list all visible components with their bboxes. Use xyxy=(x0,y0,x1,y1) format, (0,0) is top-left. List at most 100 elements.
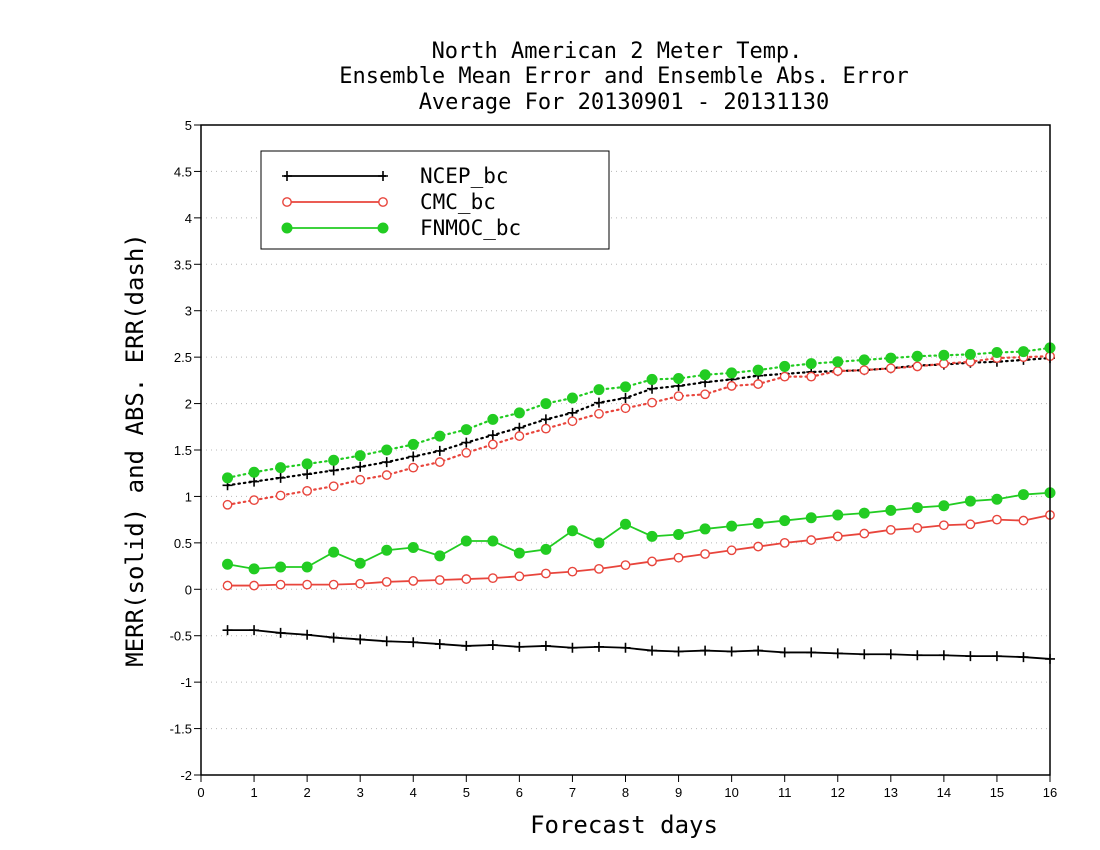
fnmoc-bc-abs-error-point-1 xyxy=(248,466,260,478)
ncep-bc-mean-error-point-9 xyxy=(461,640,472,651)
ncep-bc-mean-error-point-8 xyxy=(434,639,445,650)
fnmoc-bc-abs-error-point-15 xyxy=(620,381,631,393)
ncep-bc-mean-error-point-1 xyxy=(249,625,260,636)
cmc-bc-mean-error-point-17 xyxy=(673,552,684,563)
fnmoc-bc-mean-error-point-26 xyxy=(911,502,923,514)
cmc-bc-mean-error-point-10 xyxy=(487,573,498,584)
fnmoc-bc-mean-error-point-4 xyxy=(328,546,340,558)
cmc-bc-mean-error-point-15 xyxy=(620,560,631,571)
fnmoc-bc-mean-error-point-14 xyxy=(593,537,605,549)
fnmoc-bc-abs-error-point-22 xyxy=(805,358,817,370)
ncep-bc-abs-error-point-4 xyxy=(328,465,339,476)
ncep-bc-abs-error-point-9 xyxy=(461,437,472,448)
cmc-bc-abs-error-line xyxy=(226,355,1052,506)
ncep-bc-abs-error-point-1 xyxy=(249,476,260,487)
fnmoc-bc-mean-error-point-27 xyxy=(938,500,950,512)
cmc-bc-abs-error-point-17 xyxy=(673,391,684,402)
cmc-bc-mean-error-point-5 xyxy=(355,578,366,589)
cmc-bc-abs-error-point-20 xyxy=(753,379,764,389)
x-tick-label-13: 13 xyxy=(884,785,898,800)
fnmoc-bc-mean-error-point-18 xyxy=(699,523,711,535)
ncep-bc-mean-error-point-7 xyxy=(408,637,419,648)
cmc-bc-abs-error-point-24 xyxy=(859,365,870,376)
fnmoc-bc-abs-error-point-4 xyxy=(328,454,340,466)
x-axis-ticks: 0 1 2 3 4 5 6 7 8 9 10 11 12 13 14 15 16 xyxy=(197,775,1057,800)
cmc-bc-mean-error-point-3 xyxy=(302,579,313,590)
cmc-bc-abs-error-series xyxy=(222,351,1055,510)
ncep-bc-abs-error-series xyxy=(222,353,1055,491)
ncep-bc-abs-error-point-14 xyxy=(593,397,604,408)
x-tick-label-9: 9 xyxy=(675,785,682,800)
cmc-bc-mean-error-point-30 xyxy=(1018,515,1029,526)
y-tick-label-1: -1.5 xyxy=(170,722,192,737)
ncep-bc-mean-error-point-25 xyxy=(885,649,896,660)
ncep-bc-abs-error-point-16 xyxy=(647,383,658,394)
ncep-bc-mean-error-line xyxy=(227,629,1051,660)
cmc-bc-abs-error-point-12 xyxy=(541,423,551,434)
cmc-bc-mean-error-point-8 xyxy=(434,575,445,585)
fnmoc-bc-abs-error-point-3 xyxy=(301,458,313,470)
cmc-bc-abs-error-point-23 xyxy=(832,366,843,376)
chart-title-line-2: Ensemble Mean Error and Ensemble Abs. Er… xyxy=(339,64,909,89)
legend-marker-right-fnmoc-bc xyxy=(377,222,389,234)
ncep-bc-mean-error-point-21 xyxy=(779,647,790,658)
y-axis-ticks: -2 -1.5 -1 -0.5 0 0.5 1 1.5 2 2.5 3 3.5 4 4.5 5 xyxy=(170,118,201,783)
cmc-bc-mean-error-point-0 xyxy=(222,580,233,591)
y-tick-label-9: 2.5 xyxy=(174,350,192,365)
y-tick-label-6: 1 xyxy=(185,489,192,504)
fnmoc-bc-mean-error-point-24 xyxy=(858,507,870,519)
ncep-bc-mean-error-point-11 xyxy=(514,641,525,652)
fnmoc-bc-abs-error-point-7 xyxy=(407,438,419,450)
ncep-bc-mean-error-point-28 xyxy=(965,651,976,662)
ncep-bc-abs-error-point-13 xyxy=(567,407,578,418)
fnmoc-bc-abs-error-point-29 xyxy=(991,347,1003,358)
ncep-bc-mean-error-point-19 xyxy=(726,646,737,657)
cmc-bc-mean-error-point-28 xyxy=(965,519,976,530)
cmc-bc-abs-error-point-15 xyxy=(620,403,631,414)
cmc-bc-abs-error-point-0 xyxy=(222,499,233,510)
x-tick-label-1: 1 xyxy=(250,785,257,800)
cmc-bc-abs-error-point-7 xyxy=(408,462,419,473)
y-tick-label-4: 0 xyxy=(185,582,192,597)
chart-title-line-3: Average For 20130901 - 20131130 xyxy=(419,90,830,115)
fnmoc-bc-abs-error-point-13 xyxy=(566,392,578,404)
cmc-bc-mean-error-point-21 xyxy=(779,537,790,548)
fnmoc-bc-abs-error-point-21 xyxy=(779,360,791,372)
legend-label-ncep-bc: NCEP_bc xyxy=(420,164,509,188)
legend-label-cmc-bc: CMC_bc xyxy=(420,190,496,214)
ncep-bc-mean-error-point-17 xyxy=(673,646,684,657)
cmc-bc-abs-error-point-16 xyxy=(647,397,657,408)
cmc-bc-abs-error-point-3 xyxy=(302,485,313,496)
cmc-bc-abs-error-point-10 xyxy=(487,439,498,450)
ncep-bc-abs-error-point-10 xyxy=(487,430,498,441)
y-tick-label-2: -1 xyxy=(180,675,192,690)
fnmoc-bc-mean-error-line xyxy=(227,491,1051,570)
x-tick-label-11: 11 xyxy=(778,785,792,800)
fnmoc-bc-abs-error-point-30 xyxy=(1017,346,1029,358)
fnmoc-bc-abs-error-point-16 xyxy=(646,373,658,385)
cmc-bc-mean-error-point-18 xyxy=(700,549,710,559)
fnmoc-bc-mean-error-point-2 xyxy=(275,561,287,573)
y-tick-label-12: 4 xyxy=(185,211,192,226)
legend-item-cmc-bc: CMC_bc xyxy=(282,190,496,214)
ncep-bc-abs-error-point-2 xyxy=(275,472,286,483)
cmc-bc-mean-error-point-26 xyxy=(912,523,923,533)
y-tick-label-14: 5 xyxy=(185,118,192,133)
ncep-bc-abs-error-point-6 xyxy=(381,457,392,468)
y-tick-label-0: -2 xyxy=(180,768,192,783)
ncep-bc-mean-error-point-23 xyxy=(832,648,843,659)
ncep-bc-mean-error-point-0 xyxy=(222,625,233,636)
y-tick-label-10: 3 xyxy=(185,304,192,319)
cmc-bc-mean-error-point-29 xyxy=(992,514,1002,525)
ncep-bc-mean-error-point-2 xyxy=(275,627,286,638)
ncep-bc-mean-error-point-16 xyxy=(647,645,658,656)
ncep-bc-mean-error-point-27 xyxy=(938,650,949,661)
fnmoc-bc-mean-error-point-15 xyxy=(620,518,631,530)
cmc-bc-abs-error-point-25 xyxy=(885,363,896,374)
cmc-bc-mean-error-point-4 xyxy=(328,579,339,590)
x-tick-label-4: 4 xyxy=(410,785,417,800)
fnmoc-bc-mean-error-series xyxy=(222,487,1056,575)
cmc-bc-abs-error-point-8 xyxy=(434,457,445,467)
